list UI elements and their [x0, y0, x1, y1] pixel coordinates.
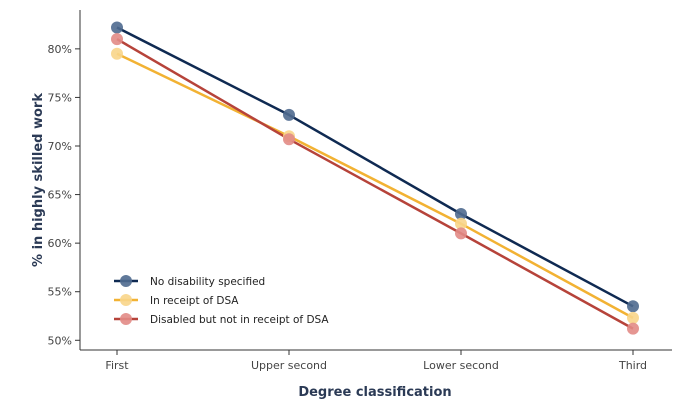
y-tick-label: 65%	[48, 189, 72, 202]
series-point-2	[111, 33, 123, 46]
series-line-2	[116, 38, 634, 330]
x-ticks-layer: First Upper second Lower second Third	[105, 350, 647, 372]
x-tick-label: Lower second	[423, 359, 499, 372]
series-line-0	[116, 26, 634, 308]
legend-entry-label: Disabled but not in receipt of DSA	[150, 314, 329, 326]
y-tick-label: 75%	[48, 91, 72, 104]
x-tick-label: First	[105, 359, 129, 372]
series-point-2	[627, 322, 639, 335]
legend-marker	[120, 294, 132, 306]
series-point-0	[455, 208, 467, 220]
y-tick-label: 70%	[48, 140, 72, 153]
legend: No disability specified In receipt of DSA…	[114, 275, 329, 326]
legend-marker	[120, 313, 132, 325]
series-point-2	[283, 133, 295, 146]
y-tick-label: 55%	[48, 286, 72, 299]
series-point-1	[627, 311, 639, 324]
series-line-1	[116, 52, 634, 319]
x-tick-label: Upper second	[251, 359, 327, 372]
y-axis-title: % in highly skilled work	[31, 93, 46, 267]
axes-layer	[79, 10, 672, 351]
series-layer	[116, 26, 634, 330]
y-ticks-layer: 50% 55% 60% 65% 70% 75% 80%	[48, 43, 80, 347]
series-point-0	[111, 21, 123, 34]
markers-layer	[111, 21, 639, 335]
legend-marker	[120, 275, 132, 287]
legend-entry-label: In receipt of DSA	[150, 295, 239, 307]
y-tick-label: 50%	[48, 334, 72, 347]
x-axis-title: Degree classification	[298, 385, 451, 400]
series-point-1	[455, 217, 467, 230]
series-point-2	[455, 227, 467, 240]
series-point-1	[111, 47, 123, 60]
series-point-0	[627, 300, 639, 313]
legend-entry-label: No disability specified	[150, 276, 265, 288]
y-tick-label: 60%	[48, 237, 72, 250]
series-point-0	[283, 108, 295, 121]
x-tick-label: Third	[618, 359, 647, 372]
y-tick-label: 80%	[48, 43, 72, 56]
